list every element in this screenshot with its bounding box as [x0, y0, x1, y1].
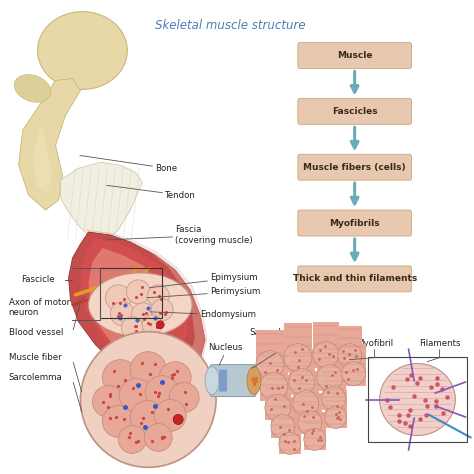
- Ellipse shape: [205, 366, 219, 394]
- Circle shape: [325, 407, 346, 428]
- FancyBboxPatch shape: [298, 99, 411, 124]
- Text: Myofibrils: Myofibrils: [329, 219, 380, 228]
- Circle shape: [293, 391, 319, 417]
- Polygon shape: [256, 330, 284, 379]
- Polygon shape: [265, 375, 291, 420]
- Text: Tendon: Tendon: [107, 185, 196, 200]
- Circle shape: [118, 426, 146, 453]
- Ellipse shape: [247, 366, 261, 394]
- Polygon shape: [61, 162, 142, 240]
- Text: Thick and thin filaments: Thick and thin filaments: [292, 274, 417, 283]
- Polygon shape: [89, 248, 170, 360]
- Circle shape: [156, 321, 164, 329]
- Text: Endomysium: Endomysium: [150, 310, 256, 319]
- Ellipse shape: [380, 364, 456, 436]
- Circle shape: [271, 414, 295, 438]
- Circle shape: [147, 285, 169, 307]
- Circle shape: [173, 414, 183, 424]
- Circle shape: [130, 352, 166, 388]
- Text: Axon of motor
neuron: Axon of motor neuron: [9, 298, 70, 318]
- Circle shape: [105, 285, 131, 311]
- Circle shape: [102, 360, 138, 395]
- Text: Skeletal muscle structure: Skeletal muscle structure: [155, 18, 306, 32]
- Text: Epimysium: Epimysium: [150, 273, 258, 288]
- Circle shape: [260, 373, 288, 401]
- Circle shape: [102, 405, 134, 438]
- Circle shape: [131, 303, 155, 327]
- Polygon shape: [322, 369, 346, 410]
- Circle shape: [298, 410, 322, 434]
- Circle shape: [145, 375, 179, 410]
- Circle shape: [342, 362, 365, 385]
- Text: Fascia
(covering muscle): Fascia (covering muscle): [107, 225, 253, 245]
- Text: Muscle fiber: Muscle fiber: [9, 353, 61, 362]
- Text: Filaments: Filaments: [419, 339, 460, 347]
- Polygon shape: [325, 390, 346, 428]
- Polygon shape: [337, 326, 362, 368]
- Polygon shape: [284, 323, 312, 372]
- Text: Fascicle: Fascicle: [21, 275, 54, 284]
- Circle shape: [256, 351, 284, 379]
- FancyBboxPatch shape: [298, 43, 411, 69]
- Polygon shape: [313, 322, 339, 368]
- Circle shape: [119, 379, 153, 412]
- Ellipse shape: [14, 74, 51, 102]
- FancyBboxPatch shape: [210, 365, 256, 397]
- Circle shape: [154, 400, 186, 431]
- Circle shape: [92, 385, 124, 418]
- Polygon shape: [279, 416, 301, 455]
- Circle shape: [169, 383, 199, 412]
- Polygon shape: [304, 412, 326, 450]
- Circle shape: [110, 302, 134, 326]
- Polygon shape: [293, 371, 319, 417]
- Polygon shape: [271, 397, 295, 438]
- Text: Myofibril: Myofibril: [356, 339, 393, 347]
- Text: Fascicles: Fascicles: [332, 107, 377, 116]
- FancyBboxPatch shape: [298, 210, 411, 236]
- Circle shape: [151, 299, 173, 321]
- Text: Sarcolemma: Sarcolemma: [9, 373, 63, 382]
- Circle shape: [337, 344, 362, 368]
- Circle shape: [159, 362, 191, 393]
- Text: Perimysium: Perimysium: [146, 287, 260, 298]
- Polygon shape: [342, 344, 365, 385]
- FancyBboxPatch shape: [219, 370, 227, 392]
- Circle shape: [322, 387, 346, 410]
- Circle shape: [130, 401, 164, 434]
- Polygon shape: [33, 125, 53, 195]
- Polygon shape: [317, 345, 343, 391]
- Text: Bone: Bone: [80, 155, 177, 173]
- Circle shape: [144, 423, 172, 451]
- FancyBboxPatch shape: [298, 266, 411, 292]
- Polygon shape: [289, 349, 315, 394]
- Circle shape: [81, 332, 216, 467]
- Circle shape: [313, 342, 339, 368]
- Circle shape: [142, 315, 162, 335]
- Polygon shape: [81, 238, 188, 380]
- Circle shape: [289, 369, 315, 394]
- Polygon shape: [69, 232, 205, 398]
- FancyBboxPatch shape: [298, 154, 411, 180]
- Text: Sarcoplasmic
reticulum: Sarcoplasmic reticulum: [249, 328, 307, 347]
- Circle shape: [265, 394, 291, 420]
- Polygon shape: [86, 230, 207, 398]
- Ellipse shape: [89, 273, 192, 337]
- Circle shape: [317, 365, 343, 391]
- Text: Muscle fibers (cells): Muscle fibers (cells): [303, 163, 406, 172]
- Polygon shape: [18, 79, 81, 210]
- Circle shape: [279, 432, 301, 455]
- Circle shape: [127, 280, 150, 304]
- Text: Blood vessel: Blood vessel: [9, 328, 63, 337]
- Circle shape: [304, 428, 326, 450]
- Ellipse shape: [37, 12, 128, 90]
- Text: Muscle: Muscle: [337, 51, 373, 60]
- Text: Nucleus: Nucleus: [208, 343, 242, 352]
- Circle shape: [284, 344, 312, 372]
- Polygon shape: [260, 352, 288, 401]
- Circle shape: [121, 317, 143, 339]
- Polygon shape: [298, 392, 322, 434]
